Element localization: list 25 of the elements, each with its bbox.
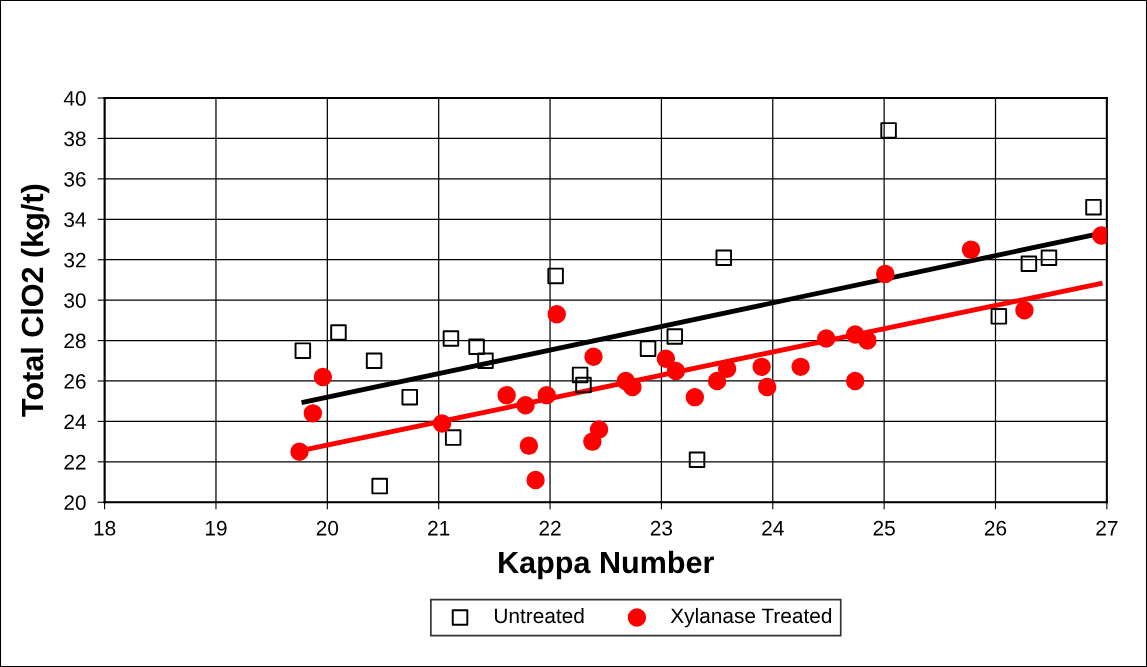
x-tick-label: 24: [762, 520, 784, 536]
x-tick-label: 25: [873, 520, 895, 536]
y-tick-label: 36: [64, 171, 86, 187]
y-tick-label: 28: [64, 333, 86, 349]
x-tick-label: 26: [984, 520, 1007, 536]
y-tick-label: 20: [64, 495, 86, 510]
y-tick-label: 40: [63, 91, 86, 106]
y-tick-label: 22: [64, 454, 86, 470]
y-tick-label: 26: [64, 373, 86, 389]
x-axis-title: Kappa Number: [499, 550, 714, 580]
x-tick-label: 19: [205, 520, 227, 536]
legend-label: Untreated: [494, 607, 584, 624]
x-tick-label: 21: [428, 520, 450, 536]
x-tick-label: 27: [1096, 520, 1118, 536]
x-tick-label: 18: [94, 520, 116, 536]
y-axis-title: Total ClO2 (kg/t): [20, 184, 50, 417]
y-tick-label: 24: [64, 414, 86, 429]
y-tick-label: 30: [64, 293, 86, 308]
y-tick-label: 32: [64, 252, 86, 268]
x-tick-label: 20: [316, 520, 339, 536]
y-tick-label: 38: [64, 131, 86, 147]
x-tick-label: 22: [539, 520, 561, 536]
legend-label: Xylanase Treated: [670, 607, 832, 628]
y-tick-label: 34: [64, 212, 86, 228]
x-tick-label: 23: [650, 520, 673, 536]
